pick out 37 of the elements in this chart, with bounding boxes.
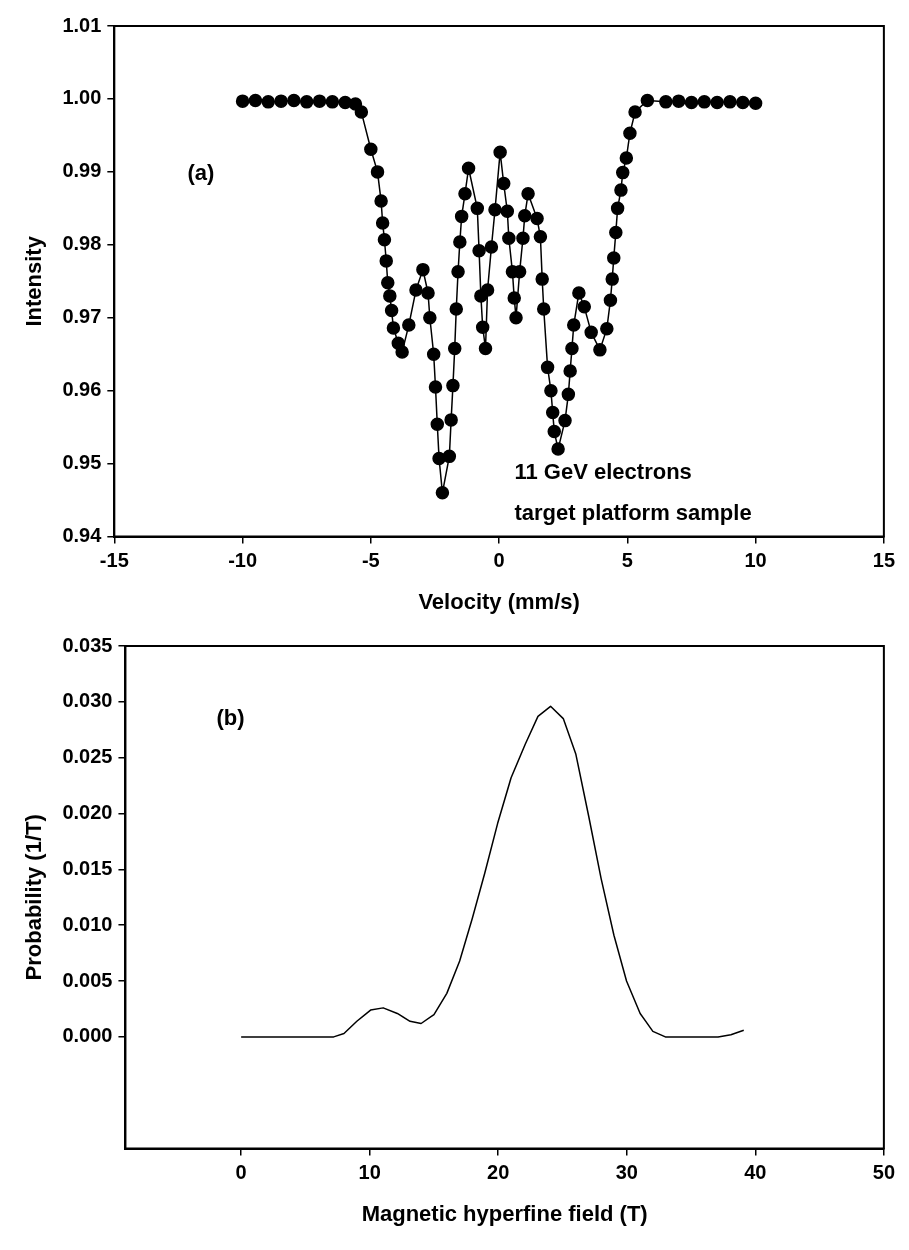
x-tick-label: 40 <box>744 1161 767 1184</box>
x-tick-label: 20 <box>487 1161 510 1184</box>
x-tick-label: 50 <box>872 1161 895 1184</box>
y-tick-label: 1.01 <box>62 13 102 36</box>
x-tick-label: 10 <box>358 1161 381 1184</box>
x-tick-label: -10 <box>228 549 258 572</box>
x-tick-label: 0 <box>235 1161 247 1184</box>
annotation: (a) <box>187 160 215 186</box>
y-tick-label: 0.97 <box>62 305 102 328</box>
x-tick-label: 0 <box>493 549 505 572</box>
y-tick-label: 0.020 <box>62 801 113 824</box>
x-tick-label: -5 <box>361 549 380 572</box>
x-axis-title: Velocity (mm/s) <box>418 588 580 614</box>
x-tick-label: -15 <box>99 549 129 572</box>
x-tick-label: 15 <box>872 549 895 572</box>
annotation: 11 GeV electrons <box>514 458 692 484</box>
y-tick-label: 0.000 <box>62 1024 113 1047</box>
annotation: target platform sample <box>514 499 752 525</box>
y-tick-label: 0.015 <box>62 856 113 879</box>
y-tick-label: 0.99 <box>62 159 102 182</box>
x-axis-title: Magnetic hyperfine field (T) <box>361 1200 648 1226</box>
y-tick-label: 0.030 <box>62 689 113 712</box>
y-tick-label: 0.94 <box>62 524 103 547</box>
y-tick-label: 0.96 <box>62 378 102 401</box>
y-tick-label: 0.98 <box>62 232 102 255</box>
x-tick-label: 10 <box>744 549 767 572</box>
y-axis-title: Probability (1/T) <box>21 814 47 981</box>
y-tick-label: 1.00 <box>62 86 102 109</box>
x-tick-label: 30 <box>615 1161 638 1184</box>
y-tick-label: 0.005 <box>62 968 113 991</box>
x-tick-label: 5 <box>621 549 633 572</box>
annotation: (b) <box>216 704 245 730</box>
y-tick-label: 0.95 <box>62 451 102 474</box>
y-tick-label: 0.035 <box>62 633 113 656</box>
y-tick-label: 0.010 <box>62 912 113 935</box>
y-tick-label: 0.025 <box>62 745 113 768</box>
y-axis-title: Intensity <box>21 235 47 327</box>
